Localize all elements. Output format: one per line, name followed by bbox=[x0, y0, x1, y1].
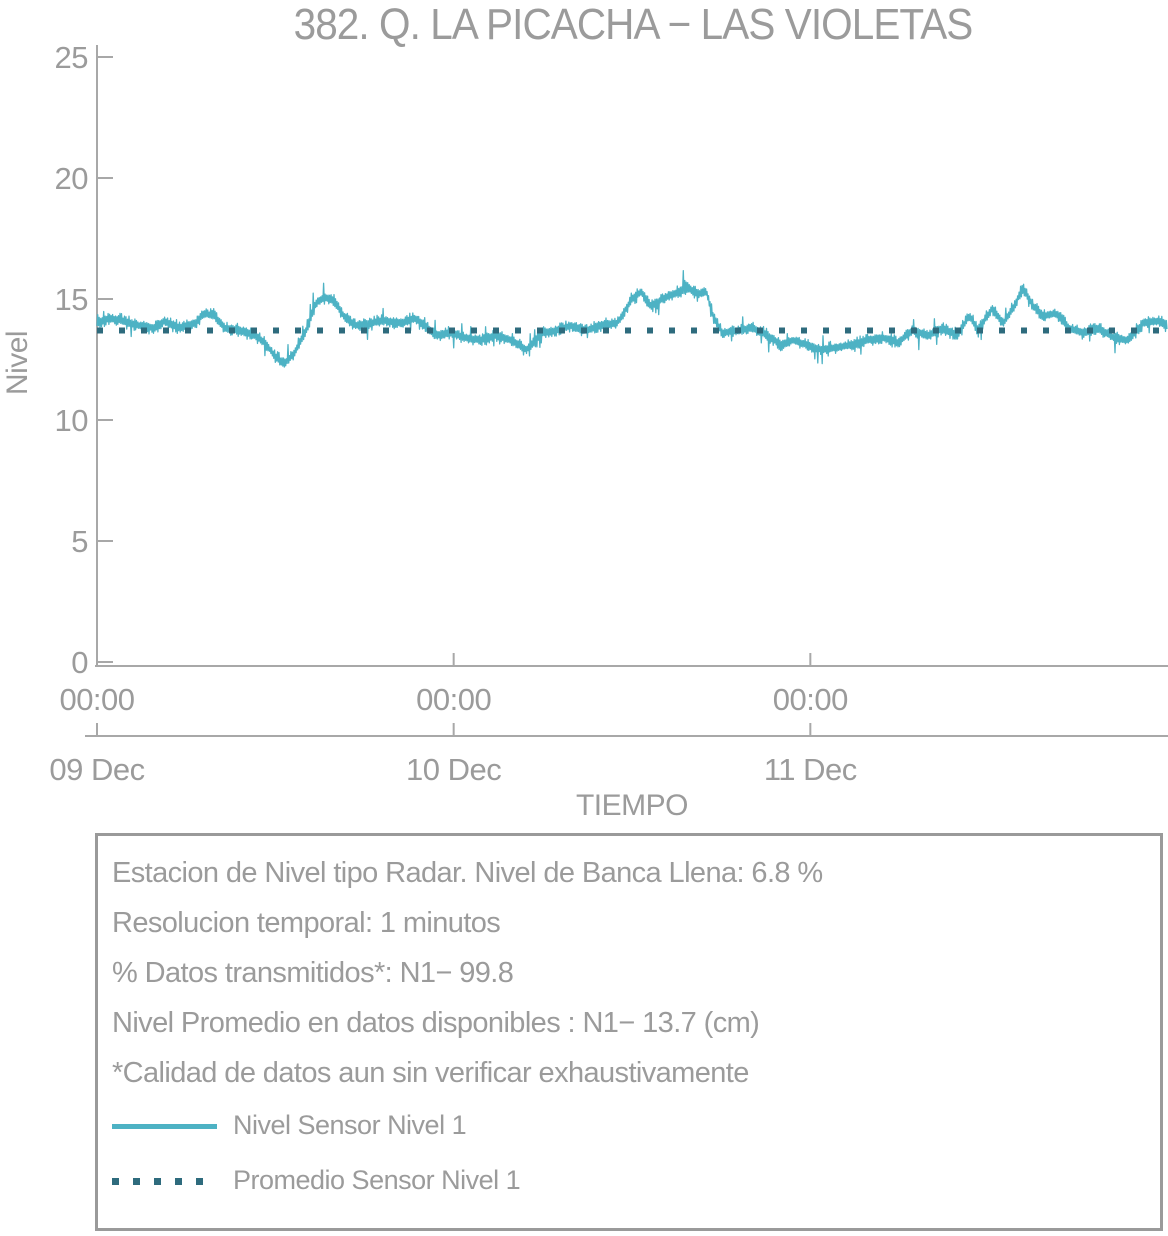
hour-tick-label: 00:00 bbox=[416, 682, 491, 717]
y-tick-label: 20 bbox=[55, 161, 89, 196]
solid-line-swatch bbox=[112, 1124, 217, 1130]
hour-tick-label: 00:00 bbox=[59, 682, 134, 717]
legend-label: Promedio Sensor Nivel 1 bbox=[233, 1165, 521, 1195]
info-line: % Datos transmitidos*: N1− 99.8 bbox=[112, 957, 514, 989]
hour-tick-label: 00:00 bbox=[773, 682, 848, 717]
y-tick-label: 15 bbox=[55, 282, 88, 317]
info-line: Nivel Promedio en datos disponibles : N1… bbox=[112, 1007, 760, 1039]
series-nivel-sensor bbox=[96, 269, 1168, 368]
legend-label: Nivel Sensor Nivel 1 bbox=[233, 1110, 467, 1140]
legend-entry: Nivel Sensor Nivel 1 bbox=[112, 1098, 1160, 1153]
y-tick-label: 10 bbox=[55, 403, 89, 438]
info-line: Estacion de Nivel tipo Radar. Nivel de B… bbox=[112, 857, 823, 889]
dotted-line-swatch bbox=[112, 1178, 217, 1186]
station-info-box: Estacion de Nivel tipo Radar. Nivel de B… bbox=[95, 833, 1163, 1231]
x-axis-label: TIEMPO bbox=[575, 789, 689, 822]
info-line: *Calidad de datos aun sin verificar exha… bbox=[112, 1057, 749, 1089]
chart-title: 382. Q. LA PICACHA − LAS VIOLETAS bbox=[293, 0, 974, 49]
date-tick-label: 09 Dec bbox=[49, 752, 144, 787]
y-axis-label: Nivel bbox=[1, 330, 34, 396]
level-time-chart: 0 5 10 15 20 25 00:00 09 Dec 00:00 10 Dec 00:00 11 … bbox=[49, 40, 1168, 787]
y-tick-label: 5 bbox=[71, 524, 88, 559]
legend-entry: Promedio Sensor Nivel 1 bbox=[112, 1153, 1160, 1208]
date-tick-label: 11 Dec bbox=[764, 752, 857, 787]
y-tick-label: 25 bbox=[55, 40, 88, 75]
info-line: Resolucion temporal: 1 minutos bbox=[112, 907, 501, 939]
y-tick-label: 0 bbox=[71, 645, 88, 680]
date-tick-label: 10 Dec bbox=[406, 752, 501, 787]
